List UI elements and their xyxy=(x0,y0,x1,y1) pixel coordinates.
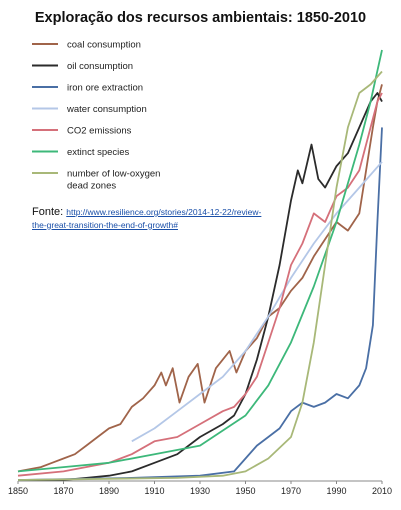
x-tick-label: 1910 xyxy=(144,486,164,496)
x-tick-label: 1970 xyxy=(281,486,301,496)
legend-label: CO2 emissions xyxy=(67,126,132,137)
legend-label: extinct species xyxy=(67,147,130,158)
legend-label: coal consumption xyxy=(67,40,141,51)
series-line-7 xyxy=(17,70,383,481)
series-line-2 xyxy=(18,92,383,481)
legend-label: iron ore extraction xyxy=(67,83,143,94)
source-note: Fonte: http://www.resilience.org/stories… xyxy=(32,206,272,231)
series-line-1 xyxy=(17,84,383,473)
x-tick-label: 2010 xyxy=(372,486,392,496)
x-tick-label: 1930 xyxy=(190,486,210,496)
chart-title: Exploração dos recursos ambientais: 1850… xyxy=(34,10,367,26)
source-label: Fonte: xyxy=(32,206,64,218)
series-line-5 xyxy=(17,92,383,477)
x-tick-label: 1990 xyxy=(326,486,346,496)
x-tick-label: 1950 xyxy=(235,486,255,496)
x-tick-label: 1870 xyxy=(53,486,73,496)
legend-label: number of low-oxygen dead zones xyxy=(67,169,160,192)
x-tick-label: 1850 xyxy=(8,486,28,496)
x-tick-label: 1890 xyxy=(99,486,119,496)
legend-label: water consumption xyxy=(66,104,147,115)
series-line-6 xyxy=(17,49,383,473)
legend-label: oil consumption xyxy=(67,61,133,72)
source-link[interactable]: http://www.resilience.org/stories/2014-1… xyxy=(32,207,262,230)
